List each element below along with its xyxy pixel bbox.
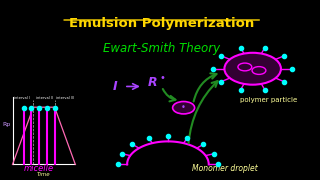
Text: R: R [148,76,157,89]
Circle shape [252,67,266,74]
Text: Monomer droplet: Monomer droplet [192,164,257,173]
Text: Time: Time [37,172,51,177]
Text: Emulsion Polymerization: Emulsion Polymerization [69,17,254,30]
Text: •: • [159,73,165,84]
Circle shape [238,63,252,71]
Circle shape [172,102,195,114]
Text: interval I: interval I [14,96,30,100]
Circle shape [224,53,281,85]
Text: polymer particle: polymer particle [240,97,297,103]
Text: Rp: Rp [3,122,11,127]
Text: •: • [181,103,186,112]
Text: interval III: interval III [56,96,74,100]
Text: Ewart-Smith Theory: Ewart-Smith Theory [103,42,220,55]
Text: I: I [112,80,117,93]
Text: micelle: micelle [24,164,54,173]
Text: interval II: interval II [36,96,52,100]
